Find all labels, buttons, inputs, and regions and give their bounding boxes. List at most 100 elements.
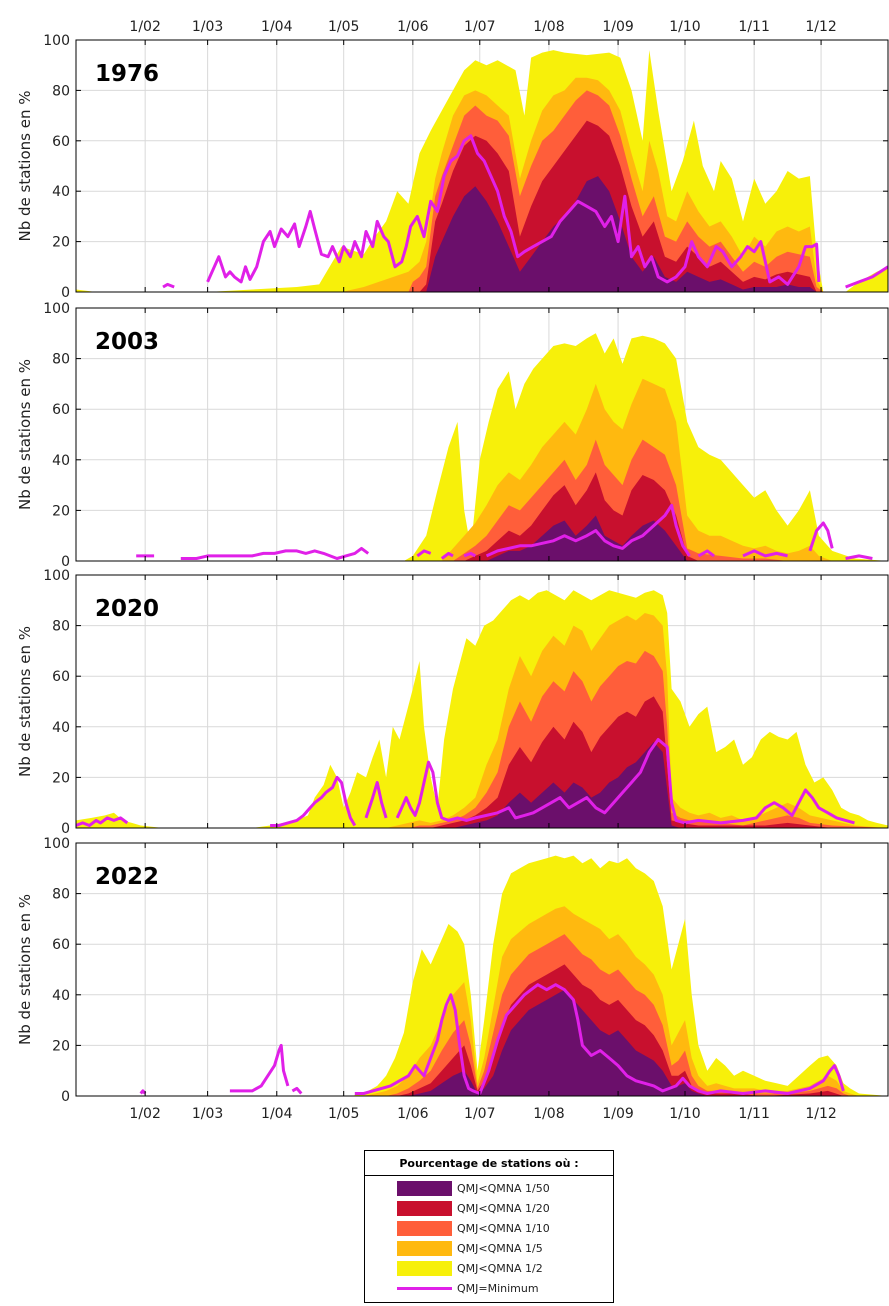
y-axis-label: Nb de stations en % <box>16 359 34 510</box>
minimum-line-segment <box>364 781 388 819</box>
x-tick-label: 1/06 <box>397 19 429 35</box>
y-tick-label: 100 <box>43 836 70 852</box>
legend-swatch-qmna-2 <box>397 1261 452 1276</box>
area-qmj-qmna-1-2 <box>76 590 888 828</box>
area-qmj-qmna-1-5 <box>76 906 888 1096</box>
areas-2022 <box>76 855 888 1096</box>
x-tick-label: 1/07 <box>464 19 495 35</box>
legend-swatch-qmna-5 <box>397 1241 452 1256</box>
legend-swatch-qmna-10 <box>397 1221 452 1236</box>
y-tick-label: 40 <box>52 184 70 200</box>
minimum-line-segment <box>76 816 129 827</box>
y-tick-label: 0 <box>61 821 70 837</box>
x-tick-label: 1/02 <box>129 1106 160 1122</box>
min-line-1976 <box>162 134 888 289</box>
x-tick-label: 1/08 <box>533 19 564 35</box>
minimum-line-segment <box>440 551 454 560</box>
legend-item-qmna-20: QMJ<QMNA 1/20 <box>395 1199 605 1217</box>
area-qmj-qmna-1-50 <box>76 176 888 292</box>
y-tick-label: 20 <box>52 770 70 786</box>
panel-2020: 0 20 40 60 80 100 2020 Nb de stations en % <box>16 568 889 837</box>
y-tick-label: 40 <box>52 988 70 1004</box>
minimum-line-segment <box>808 521 834 552</box>
areas-2020 <box>76 590 888 828</box>
legend-line-minimum <box>397 1287 452 1290</box>
minimum-line-segment <box>180 546 370 560</box>
year-label: 2020 <box>95 596 159 622</box>
area-qmj-qmna-1-10 <box>76 934 888 1096</box>
y-tick-label: 0 <box>61 1089 70 1105</box>
year-label: 2022 <box>95 864 159 890</box>
legend-title: Pourcentage de stations où : <box>399 1157 579 1170</box>
y-tick-label: 40 <box>52 453 70 469</box>
y-tick-label: 80 <box>52 352 70 368</box>
x-tick-label: 1/03 <box>192 19 223 35</box>
x-tick-label: 1/03 <box>192 1106 223 1122</box>
area-qmj-qmna-1-2 <box>76 855 888 1096</box>
y-tick-label: 40 <box>52 720 70 736</box>
x-tick-label: 1/10 <box>669 1106 700 1122</box>
y-axis-label: Nb de stations en % <box>16 91 34 242</box>
y-tick-label: 100 <box>43 568 70 584</box>
minimum-line-segment <box>270 775 357 827</box>
legend-item-qmna-5: QMJ<QMNA 1/5 <box>395 1239 605 1257</box>
minimum-line-segment <box>485 503 691 558</box>
legend: Pourcentage de stations où : QMJ<QMNA 1/… <box>364 1150 614 1303</box>
areas-2003 <box>76 333 888 561</box>
minimum-line-segment <box>395 738 855 825</box>
year-label: 2003 <box>95 329 159 355</box>
x-tick-label: 1/04 <box>261 19 293 35</box>
x-tick-label: 1/10 <box>669 19 700 35</box>
y-axis-label: Nb de stations en % <box>16 626 34 777</box>
minimum-line-segment <box>229 1043 290 1093</box>
minimum-line-segment <box>162 282 175 289</box>
legend-divider <box>365 1175 613 1176</box>
legend-item-qmna-50: QMJ<QMNA 1/50 <box>395 1179 605 1197</box>
x-tick-label: 1/05 <box>328 19 359 35</box>
legend-label-qmna-2: QMJ<QMNA 1/2 <box>457 1262 543 1275</box>
y-tick-label: 60 <box>52 669 70 685</box>
x-tick-label: 1/06 <box>397 1106 429 1122</box>
y-tick-label: 20 <box>52 235 70 251</box>
minimum-line-segment <box>742 549 788 558</box>
y-axis-label: Nb de stations en % <box>16 894 34 1045</box>
x-tick-label: 1/05 <box>328 1106 359 1122</box>
x-tick-label: 1/12 <box>805 1106 836 1122</box>
minimum-line-segment <box>354 983 845 1095</box>
legend-label-minimum: QMJ=Minimum <box>457 1282 539 1295</box>
minimum-line-segment <box>291 1086 303 1095</box>
min-line-2022 <box>139 983 845 1095</box>
minimum-line-segment <box>463 551 477 558</box>
x-tick-label: 1/12 <box>805 19 836 35</box>
legend-label-qmna-5: QMJ<QMNA 1/5 <box>457 1242 543 1255</box>
minimum-line-segment <box>139 1089 147 1095</box>
minimum-line-segment <box>416 549 432 558</box>
x-tick-label: 1/11 <box>738 1106 769 1122</box>
area-qmj-qmna-1-5 <box>76 378 888 561</box>
axes-frame <box>75 842 889 1097</box>
year-label: 1976 <box>95 61 159 87</box>
y-tick-label: 100 <box>43 33 70 49</box>
minimum-line-segment <box>845 554 873 560</box>
y-tick-label: 20 <box>52 1038 70 1054</box>
legend-label-qmna-20: QMJ<QMNA 1/20 <box>457 1202 550 1215</box>
area-qmj-qmna-1-5 <box>76 613 888 828</box>
y-tick-label: 80 <box>52 83 70 99</box>
y-tick-label: 60 <box>52 402 70 418</box>
x-tick-label: 1/09 <box>602 1106 633 1122</box>
legend-item-qmna-10: QMJ<QMNA 1/10 <box>395 1219 605 1237</box>
legend-swatch-qmna-50 <box>397 1181 452 1196</box>
x-tick-label: 1/04 <box>261 1106 293 1122</box>
legend-item-minimum: QMJ=Minimum <box>395 1279 605 1297</box>
y-tick-label: 0 <box>61 285 70 301</box>
minimum-line-segment <box>845 265 888 289</box>
y-tick-label: 20 <box>52 503 70 519</box>
areas-1976 <box>76 50 888 292</box>
y-tick-label: 80 <box>52 887 70 903</box>
x-tick-label: 1/09 <box>602 19 633 35</box>
x-tick-label: 1/11 <box>738 19 769 35</box>
y-tick-label: 100 <box>43 301 70 317</box>
min-line-2003 <box>136 503 873 560</box>
panel-2003: 0 20 40 60 80 100 2003 Nb de stations en % <box>16 301 889 570</box>
